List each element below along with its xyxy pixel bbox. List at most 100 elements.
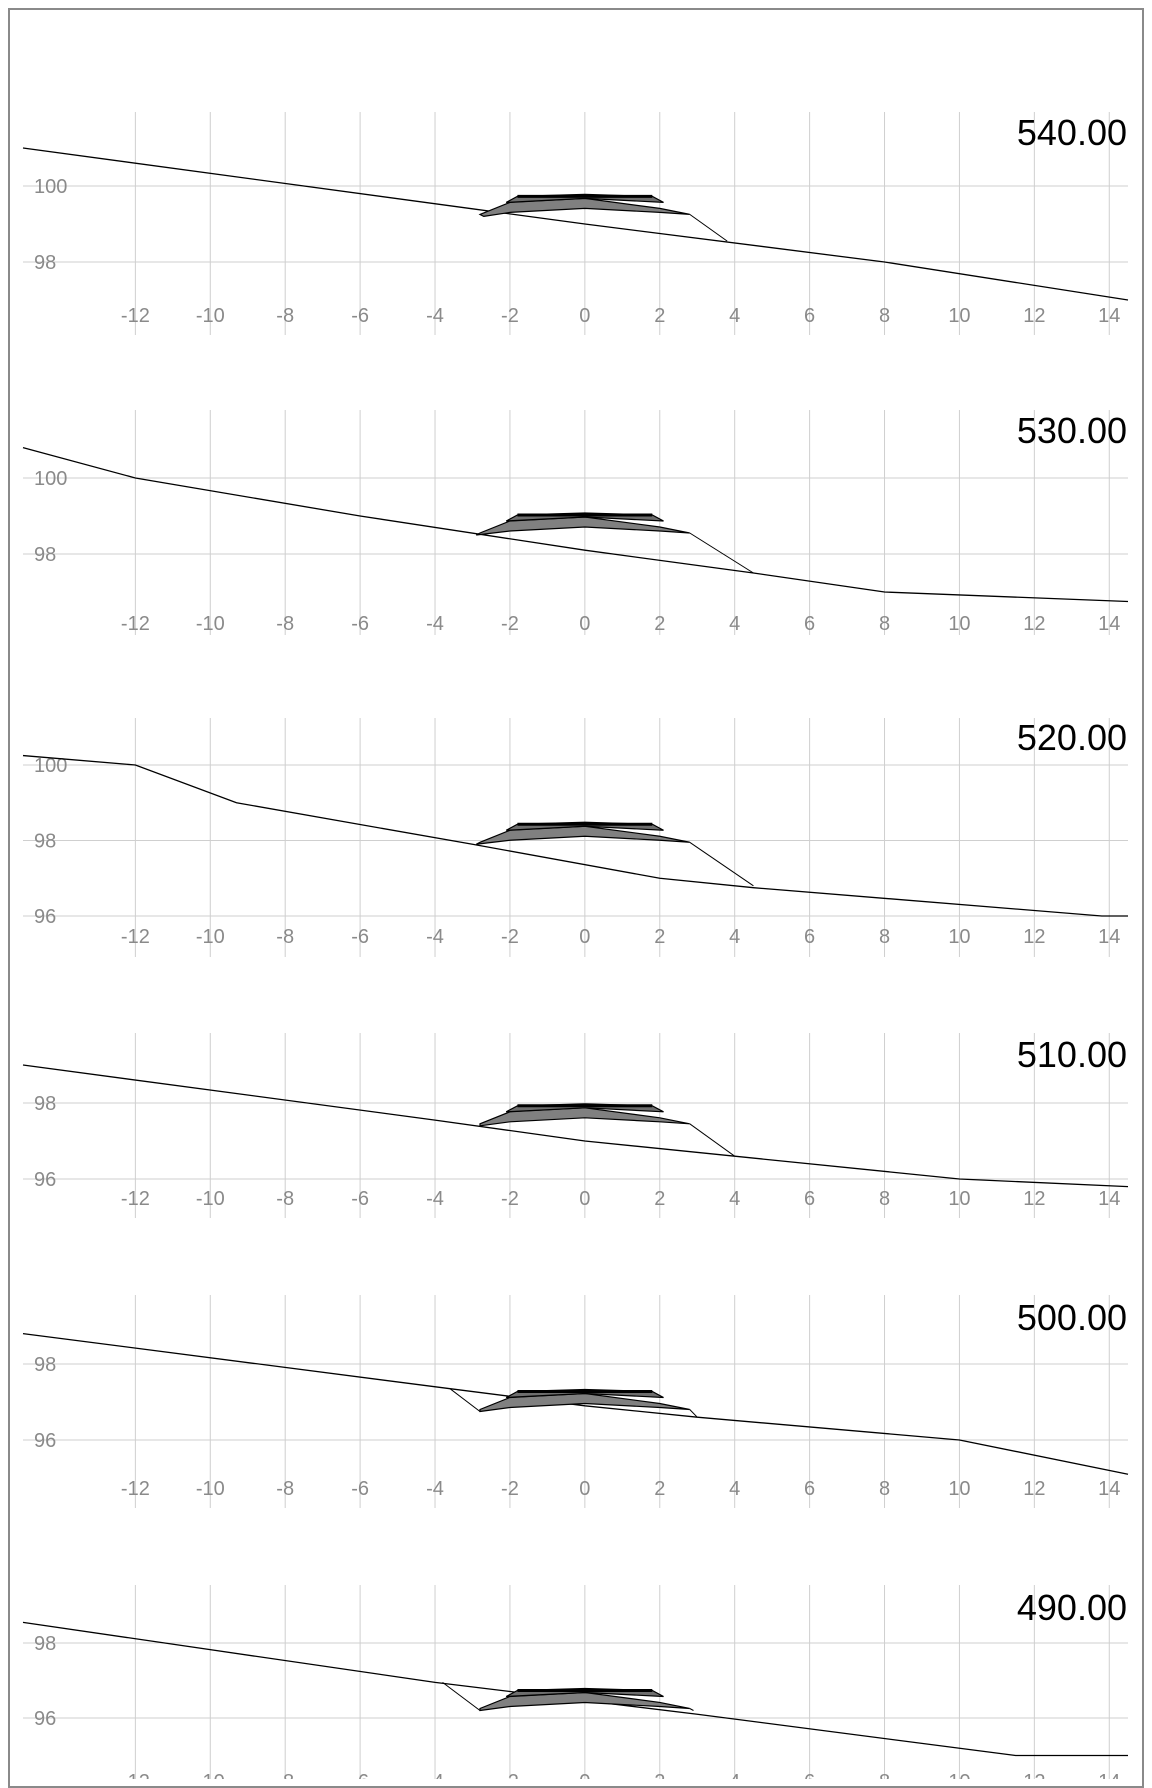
cross-section-panel: -12 -10 -8 -6 -4 -2 0 2 4 6 8 10 12 14 98 96 500.00 [22,1295,1129,1508]
x-tick-label: -4 [426,613,444,635]
x-tick-label: 4 [729,613,740,635]
x-tick-label: 8 [879,1188,890,1210]
right-side-slope [689,532,754,574]
cross-section-panel: -12 -10 -8 -6 -4 -2 0 2 4 6 8 10 12 14 100 98 530.00 [22,410,1129,635]
x-tick-label: -2 [501,305,519,327]
cross-section-panel: -12 -10 -8 -6 -4 -2 0 2 4 6 8 10 12 14 100 98 96 520.00 [22,717,1128,957]
cross-section-panel: -12 -10 -8 -6 -4 -2 0 2 4 6 8 10 12 14 98 96 510.00 [22,1033,1129,1218]
x-tick-label: -4 [426,305,444,327]
x-tick-label: 0 [579,305,590,327]
x-tick-label: -12 [121,1478,150,1500]
existing-ground-line [22,147,1129,301]
x-tick-label: -10 [196,926,225,948]
x-tick-label: 2 [654,613,665,635]
x-tick-label: 14 [1098,613,1120,635]
existing-ground-line [22,1064,1129,1188]
x-tick-label: 14 [1098,305,1120,327]
x-tick-label: -2 [501,1478,519,1500]
y-tick-label: 100 [34,176,67,198]
x-tick-label: 8 [879,613,890,635]
x-tick-label: -8 [276,926,294,948]
x-tick-label: -6 [351,1188,369,1210]
x-tick-label: 6 [804,1771,815,1779]
x-tick-label: -4 [426,1771,444,1779]
y-tick-label: 98 [34,1093,56,1115]
x-tick-label: 8 [879,926,890,948]
y-tick-label: 98 [34,1354,56,1376]
y-tick-label: 96 [34,1430,56,1452]
x-tick-label: -12 [121,305,150,327]
x-tick-label: 0 [579,613,590,635]
station-label: 530.00 [1017,410,1127,451]
y-tick-label: 98 [34,831,56,853]
right-side-slope [689,1708,694,1711]
x-tick-label: 4 [729,1478,740,1500]
x-tick-label: 10 [948,305,970,327]
subbase-layer [475,516,690,536]
x-tick-label: 12 [1023,1188,1045,1210]
x-tick-label: 14 [1098,1771,1120,1779]
station-label: 520.00 [1017,717,1127,758]
cross-section-panel: -12 -10 -8 -6 -4 -2 0 2 4 6 8 10 12 14 98 96 490.00 [22,1585,1128,1779]
x-tick-label: -6 [351,305,369,327]
x-tick-label: 12 [1023,305,1045,327]
x-tick-label: 10 [948,613,970,635]
x-tick-label: -6 [351,1771,369,1779]
x-tick-label: -10 [196,613,225,635]
x-tick-label: 10 [948,1478,970,1500]
left-side-slope [442,1681,481,1711]
subbase-layer [475,825,690,845]
x-tick-label: -10 [196,1771,225,1779]
station-label: 540.00 [1017,112,1127,153]
x-tick-label: -4 [426,1188,444,1210]
x-tick-label: 12 [1023,613,1045,635]
x-tick-label: 6 [804,613,815,635]
x-tick-label: 2 [654,1478,665,1500]
y-tick-label: 98 [34,252,56,274]
x-tick-label: -6 [351,613,369,635]
x-tick-label: -2 [501,613,519,635]
x-tick-label: 14 [1098,1478,1120,1500]
x-tick-label: -8 [276,1188,294,1210]
x-tick-label: -8 [276,1478,294,1500]
x-tick-label: 6 [804,305,815,327]
x-tick-label: -12 [121,926,150,948]
x-tick-label: 2 [654,1188,665,1210]
y-tick-label: 98 [34,1633,56,1655]
right-side-slope [689,213,728,242]
subbase-layer [479,1392,690,1413]
x-tick-label: 12 [1023,1771,1045,1779]
x-tick-label: 8 [879,1771,890,1779]
x-tick-label: 4 [729,1771,740,1779]
subbase-layer [479,1691,690,1712]
x-tick-label: -8 [276,305,294,327]
x-tick-label: -8 [276,613,294,635]
x-tick-label: -10 [196,1188,225,1210]
x-tick-label: -2 [501,926,519,948]
x-tick-label: 10 [948,1188,970,1210]
subbase-layer [478,197,690,218]
x-tick-label: 2 [654,1771,665,1779]
x-tick-label: 14 [1098,926,1120,948]
x-tick-label: -4 [426,926,444,948]
x-tick-label: -12 [121,1771,150,1779]
existing-ground-line [22,446,1129,603]
y-tick-label: 96 [34,1169,56,1191]
x-tick-label: 14 [1098,1188,1120,1210]
x-tick-label: 6 [804,1478,815,1500]
x-tick-label: -6 [351,1478,369,1500]
x-tick-label: 12 [1023,1478,1045,1500]
station-label: 500.00 [1017,1297,1127,1338]
x-tick-label: -10 [196,305,225,327]
x-tick-label: -4 [426,1478,444,1500]
existing-ground-line [22,754,1128,917]
x-tick-label: 12 [1023,926,1045,948]
y-tick-label: 96 [34,1708,56,1730]
x-tick-label: 4 [729,1188,740,1210]
existing-ground-line [22,1621,1128,1757]
x-tick-label: 2 [654,926,665,948]
x-tick-label: -8 [276,1771,294,1779]
x-tick-label: 4 [729,926,740,948]
x-tick-label: 6 [804,1188,815,1210]
y-tick-label: 100 [34,755,67,777]
